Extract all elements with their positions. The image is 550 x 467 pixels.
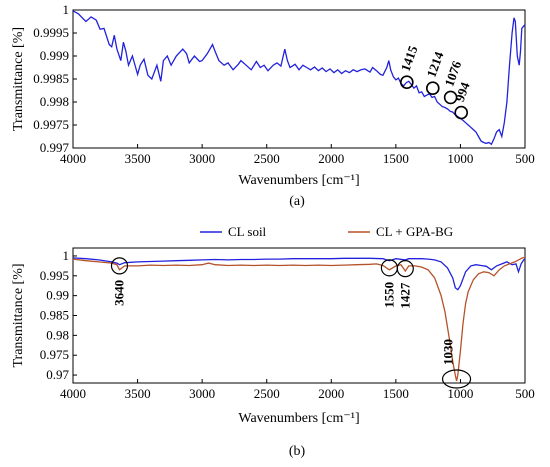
y-tick-label: 1 <box>63 248 70 263</box>
x-tick-label: 2500 <box>254 151 280 166</box>
peak-label: 994 <box>452 80 473 104</box>
x-axis-title: Wavenumbers [cm⁻¹] <box>238 411 359 426</box>
x-tick-label: 3500 <box>125 151 151 166</box>
x-tick-label: 3000 <box>189 151 215 166</box>
peak-marker-ellipse <box>110 257 129 275</box>
y-tick-label: 0.99 <box>46 288 69 303</box>
x-tick-label: 1500 <box>383 151 409 166</box>
y-tick-label: 0.999 <box>40 48 69 63</box>
legend: CL soil CL + GPA-BG <box>200 224 453 239</box>
x-tick-label: 2000 <box>318 151 344 166</box>
chart-panel-a: 4000 3500 3000 2500 2000 1500 1000 500 0.997 0.99… <box>11 2 535 209</box>
peak-label: 1030 <box>441 339 456 365</box>
y-tick-label: 0.9975 <box>33 117 69 132</box>
x-tick-label: 2000 <box>318 386 344 401</box>
peak-marker-circle <box>454 105 469 120</box>
x-tick-label: 500 <box>515 386 535 401</box>
y-tick-label: 0.985 <box>40 308 69 323</box>
x-tick-label: 500 <box>515 151 535 166</box>
y-tick-label: 0.997 <box>40 140 70 155</box>
series-line-cl-soil <box>72 257 526 291</box>
x-tick-label: 1000 <box>447 386 473 401</box>
y-axis-title: Transmittance [%] <box>11 27 26 131</box>
x-tick-label: 3500 <box>125 386 151 401</box>
y-tick-label: 0.97 <box>46 367 69 382</box>
y-axis-title: Transmittance [%] <box>11 263 26 367</box>
y-tick-label: 0.9985 <box>33 71 69 86</box>
plot-frame <box>72 247 526 384</box>
y-tick-label: 0.9995 <box>33 25 69 40</box>
peak-marker-ellipse <box>441 369 472 389</box>
peak-label: 3640 <box>111 280 126 306</box>
legend-entry: CL + GPA-BG <box>376 224 453 239</box>
peak-marker-circle <box>425 81 440 95</box>
y-tick-label: 0.98 <box>46 327 69 342</box>
series-line-cl-gpa-bg <box>72 256 526 382</box>
x-tick-label: 4000 <box>60 151 86 166</box>
peak-marker-ellipse <box>380 259 398 277</box>
y-tick-label: 0.998 <box>40 94 69 109</box>
x-tick-label: 3000 <box>189 386 215 401</box>
peak-label: 1550 <box>381 282 396 308</box>
panel-label: (a) <box>289 194 305 209</box>
peak-label: 1214 <box>424 49 447 79</box>
y-tick-label: 1 <box>63 2 70 17</box>
peak-marker-ellipse <box>396 260 414 278</box>
peak-marker-circle <box>443 90 458 105</box>
panel-label: (b) <box>289 444 306 459</box>
x-tick-label: 4000 <box>60 386 86 401</box>
x-tick-label: 1000 <box>447 151 473 166</box>
x-tick-label: 2500 <box>254 386 280 401</box>
peak-marker-circle <box>400 75 414 90</box>
x-tick-label: 1500 <box>383 386 409 401</box>
chart-panel-b: 4000 3500 3000 2500 2000 1500 1000 500 0.97 0.975… <box>11 224 535 459</box>
peak-label: 1427 <box>397 282 412 309</box>
legend-entry: CL soil <box>228 224 267 239</box>
y-tick-label: 0.995 <box>40 268 69 283</box>
peak-label: 1415 <box>398 43 421 73</box>
series-line-spectrum <box>72 10 526 146</box>
y-tick-label: 0.975 <box>40 347 69 362</box>
x-axis-title: Wavenumbers [cm⁻¹] <box>238 173 359 188</box>
